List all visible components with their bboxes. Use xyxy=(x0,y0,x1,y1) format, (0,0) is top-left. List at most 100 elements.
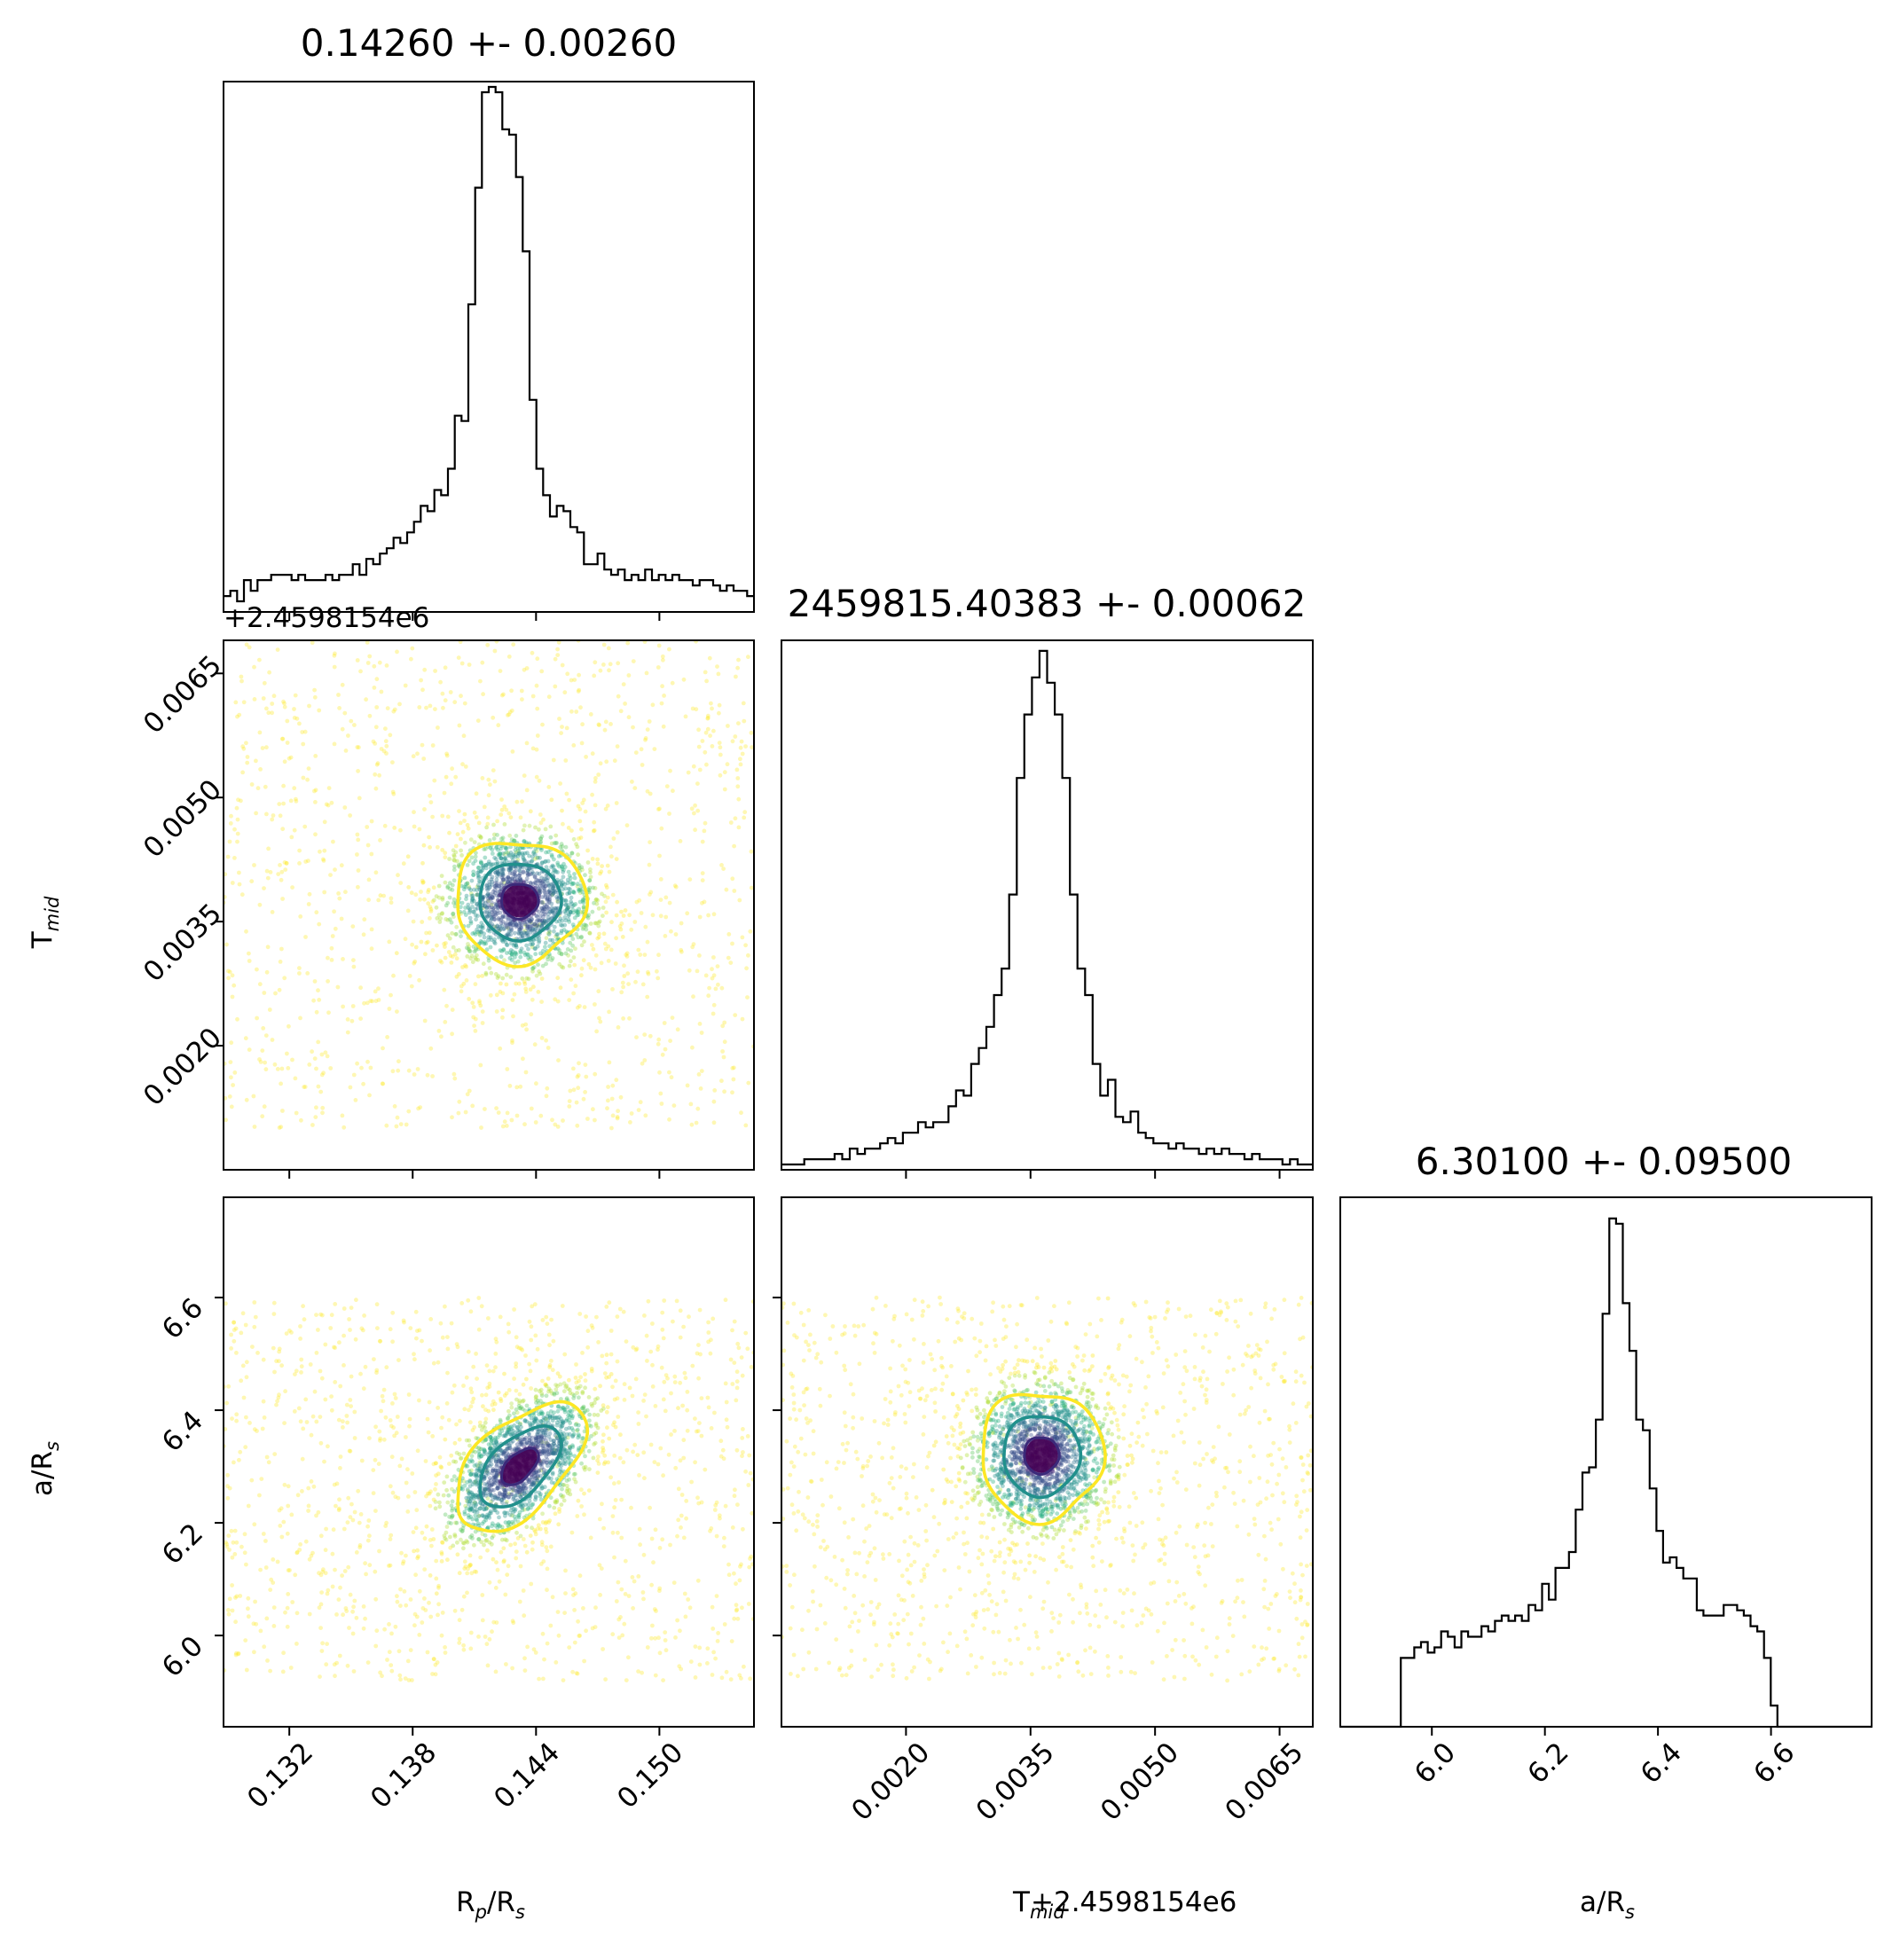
joint-rp-ars-pt-371 xyxy=(675,1533,679,1539)
joint-rp-ars-pt-715 xyxy=(269,1577,274,1582)
joint-rp-ars-pt-612 xyxy=(650,1384,656,1389)
joint-rp-tmid-pt-1574 xyxy=(551,883,556,889)
joint-rp-tmid-pt-1245 xyxy=(504,921,508,926)
joint-rp-tmid-pt-804 xyxy=(575,1074,580,1079)
joint-rp-tmid-pt-697 xyxy=(489,902,494,907)
joint-rp-tmid-pt-1459 xyxy=(479,929,484,935)
joint-rp-tmid-pt-1677 xyxy=(467,886,472,891)
joint-rp-tmid-pt-429 xyxy=(528,920,533,925)
joint-rp-ars-pt-164 xyxy=(410,1471,415,1476)
joint-rp-tmid-pt-192 xyxy=(336,891,341,896)
joint-rp-ars-pt-2013 xyxy=(567,1477,571,1482)
joint-rp-ars-pt-1622 xyxy=(601,1403,606,1407)
joint-rp-ars-pt-1145 xyxy=(514,1442,520,1447)
joint-rp-ars-pt-1935 xyxy=(467,1506,473,1511)
joint-rp-tmid-pt-1562 xyxy=(491,913,497,919)
joint-rp-tmid-pt-2373 xyxy=(545,896,550,901)
joint-rp-tmid-pt-1778 xyxy=(550,863,555,868)
joint-rp-tmid-pt-2240 xyxy=(452,904,458,909)
joint-rp-tmid-pt-2439 xyxy=(489,970,494,976)
joint-rp-ars-pt-2255 xyxy=(592,1412,597,1417)
joint-rp-tmid-pt-419 xyxy=(464,978,469,983)
joint-rp-ars-pt-1856 xyxy=(487,1476,492,1480)
joint-rp-ars-pt-418 xyxy=(535,1476,540,1481)
joint-rp-ars-pt-811 xyxy=(554,1463,560,1469)
joint-rp-ars-pt-1025 xyxy=(242,1550,247,1556)
joint-rp-tmid-pt-1550 xyxy=(550,909,555,913)
joint-rp-ars-pt-531 xyxy=(658,1446,663,1451)
joint-rp-ars-pt-901 xyxy=(541,1676,546,1682)
joint-rp-tmid-pt-1695 xyxy=(521,870,526,875)
joint-rp-tmid-pt-574 xyxy=(507,1084,513,1088)
joint-rp-ars-pt-517 xyxy=(483,1416,489,1422)
joint-rp-ars-pt-550 xyxy=(475,1376,479,1381)
joint-rp-tmid-pt-2016 xyxy=(485,892,491,897)
joint-rp-ars-pt-1243 xyxy=(501,1496,506,1501)
joint-rp-tmid-pt-2103 xyxy=(552,857,556,862)
joint-rp-ars-pt-1776 xyxy=(477,1423,483,1429)
joint-rp-tmid-pt-2611 xyxy=(473,858,478,863)
joint-rp-ars-pt-412 xyxy=(404,1480,409,1486)
joint-rp-ars-pt-326 xyxy=(618,1615,623,1619)
joint-rp-ars-pt-1081 xyxy=(687,1314,691,1320)
joint-rp-tmid-pt-1552 xyxy=(500,1007,506,1013)
joint-rp-tmid-pt-1939 xyxy=(530,966,535,971)
joint-rp-tmid-pt-685 xyxy=(607,1009,611,1015)
joint-rp-ars-pt-582 xyxy=(540,1631,546,1636)
joint-rp-ars-pt-1240 xyxy=(455,1552,460,1557)
joint-rp-tmid-pt-160 xyxy=(739,739,744,744)
joint-rp-ars-pt-16 xyxy=(695,1351,700,1356)
joint-rp-tmid-pt-1029 xyxy=(511,642,516,647)
joint-rp-ars-pt-19 xyxy=(443,1304,447,1309)
joint-rp-ars-pt-1038 xyxy=(549,1317,554,1322)
joint-rp-tmid-pt-1482 xyxy=(531,850,537,854)
joint-rp-tmid-pt-218 xyxy=(657,853,662,858)
joint-rp-ars-pt-2124 xyxy=(459,1456,463,1461)
joint-rp-tmid-pt-1034 xyxy=(430,743,436,748)
joint-rp-tmid-pt-1112 xyxy=(491,896,495,900)
joint-rp-ars-pt-947 xyxy=(373,1424,378,1430)
joint-rp-ars-pt-104 xyxy=(288,1666,294,1670)
joint-rp-tmid-pt-712 xyxy=(477,999,482,1004)
joint-rp-tmid-pt-21 xyxy=(656,976,661,981)
joint-rp-ars-pt-235 xyxy=(374,1370,379,1376)
joint-rp-tmid-pt-1878 xyxy=(508,866,513,871)
joint-rp-tmid-pt-1056 xyxy=(252,863,256,867)
joint-rp-tmid-pt-425 xyxy=(342,805,348,810)
joint-rp-tmid-pt-850 xyxy=(368,1065,373,1070)
joint-rp-tmid-pt-1604 xyxy=(467,997,472,1001)
joint-rp-tmid-pt-1726 xyxy=(557,919,561,924)
joint-rp-tmid-pt-1795 xyxy=(486,903,491,908)
joint-rp-tmid-pt-1736 xyxy=(591,885,595,890)
joint-rp-tmid-pt-244 xyxy=(224,942,229,947)
joint-rp-ars-pt-1223 xyxy=(537,1400,541,1406)
joint-rp-tmid-pt-1385 xyxy=(548,909,554,913)
joint-rp-tmid-pt-1702 xyxy=(488,891,493,897)
joint-rp-tmid-pt-1259 xyxy=(528,929,533,935)
joint-rp-ars-pt-80 xyxy=(541,1559,546,1564)
joint-rp-ars-pt-1932 xyxy=(586,1448,592,1454)
joint-rp-tmid-pt-328 xyxy=(667,1070,671,1075)
joint-rp-tmid-pt-521 xyxy=(349,718,354,724)
joint-rp-tmid-pt-345 xyxy=(705,716,711,720)
joint-rp-tmid-pt-2192 xyxy=(562,865,568,869)
joint-rp-tmid-pt-2621 xyxy=(549,852,554,858)
joint-rp-tmid-pt-506 xyxy=(358,985,363,991)
joint-rp-tmid-pt-1945 xyxy=(568,880,573,884)
joint-rp-tmid-pt-2166 xyxy=(428,905,433,909)
joint-rp-ars-pt-1786 xyxy=(521,1382,526,1387)
joint-rp-tmid-pt-1611 xyxy=(466,826,471,831)
joint-rp-tmid-pt-1367 xyxy=(548,890,554,896)
joint-rp-tmid-pt-2355 xyxy=(550,937,555,943)
joint-rp-ars-pt-1847 xyxy=(434,1473,438,1478)
joint-rp-tmid-pt-1396 xyxy=(510,919,515,924)
joint-rp-ars-pt-1112 xyxy=(475,1468,479,1473)
joint-rp-tmid-pt-651 xyxy=(606,1085,610,1089)
joint-rp-tmid-pt-2360 xyxy=(538,906,544,911)
joint-rp-ars-pt-979 xyxy=(375,1326,380,1330)
joint-rp-ars-pt-1971 xyxy=(533,1415,538,1421)
joint-rp-tmid-pt-1066 xyxy=(298,1015,302,1021)
joint-rp-ars-pt-1990 xyxy=(543,1382,548,1387)
joint-rp-ars-pt-165 xyxy=(602,1371,608,1376)
joint-rp-tmid-pt-714 xyxy=(270,910,275,914)
